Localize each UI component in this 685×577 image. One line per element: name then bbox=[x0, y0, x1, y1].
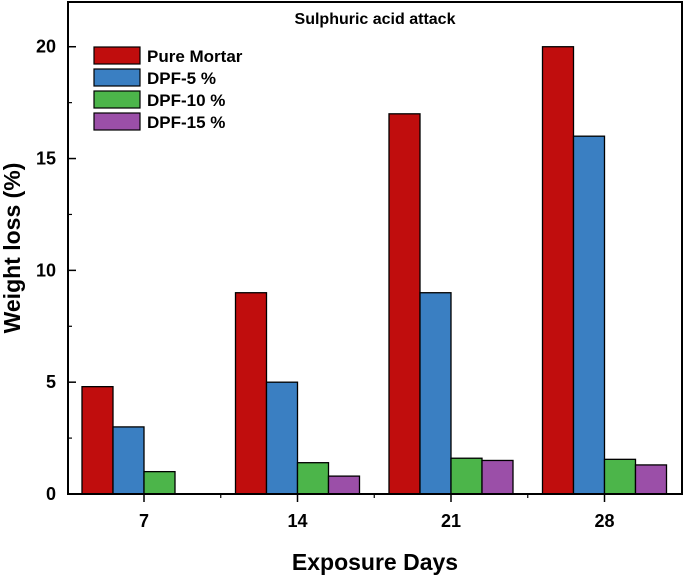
legend-swatch-3 bbox=[93, 90, 141, 109]
bar-3-7 bbox=[143, 470, 176, 495]
bar-3-21 bbox=[450, 457, 483, 495]
legend-swatch-1 bbox=[93, 46, 141, 65]
x-tick-label: 21 bbox=[441, 511, 461, 531]
bar-1-21 bbox=[388, 113, 421, 495]
bar-1-14 bbox=[234, 292, 268, 495]
bar-1-28 bbox=[541, 46, 575, 495]
legend-swatch-4 bbox=[93, 112, 141, 131]
bar-3-14 bbox=[296, 462, 330, 495]
y-tick-label: 20 bbox=[36, 37, 56, 57]
plot-frame bbox=[67, 1, 683, 495]
bar-3-28 bbox=[603, 458, 637, 495]
x-axis-label: Exposure Days bbox=[292, 549, 458, 575]
x-tick-label: 7 bbox=[139, 511, 149, 531]
x-tick-label: 28 bbox=[594, 511, 614, 531]
legend-label-3: DPF-10 % bbox=[147, 91, 225, 110]
y-axis-label: Weight loss (%) bbox=[0, 163, 25, 334]
bar-1-7 bbox=[81, 386, 114, 495]
legend-label-1: Pure Mortar bbox=[147, 47, 243, 66]
bars-layer bbox=[81, 46, 668, 495]
y-tick-label: 15 bbox=[36, 149, 56, 169]
chart-title: Sulphuric acid attack bbox=[295, 11, 456, 28]
legend: Pure Mortar DPF-5 % DPF-10 % DPF-15 % bbox=[93, 46, 243, 132]
bar-2-28 bbox=[572, 135, 606, 495]
ticks-layer: 0 5 10 15 20 7 14 21 28 bbox=[36, 37, 615, 531]
y-tick-label: 0 bbox=[46, 484, 56, 504]
legend-swatch-2 bbox=[93, 68, 141, 87]
bar-2-14 bbox=[265, 381, 299, 495]
legend-label-4: DPF-15 % bbox=[147, 113, 225, 132]
x-tick-label: 14 bbox=[287, 511, 307, 531]
legend-label-2: DPF-5 % bbox=[147, 69, 216, 88]
bar-4-21 bbox=[481, 459, 514, 495]
y-tick-label: 10 bbox=[36, 260, 56, 280]
bar-2-7 bbox=[112, 426, 145, 495]
bar-2-21 bbox=[419, 292, 452, 495]
bar-4-28 bbox=[634, 464, 668, 495]
bar-4-14 bbox=[327, 475, 361, 495]
y-tick-label: 5 bbox=[46, 372, 56, 392]
